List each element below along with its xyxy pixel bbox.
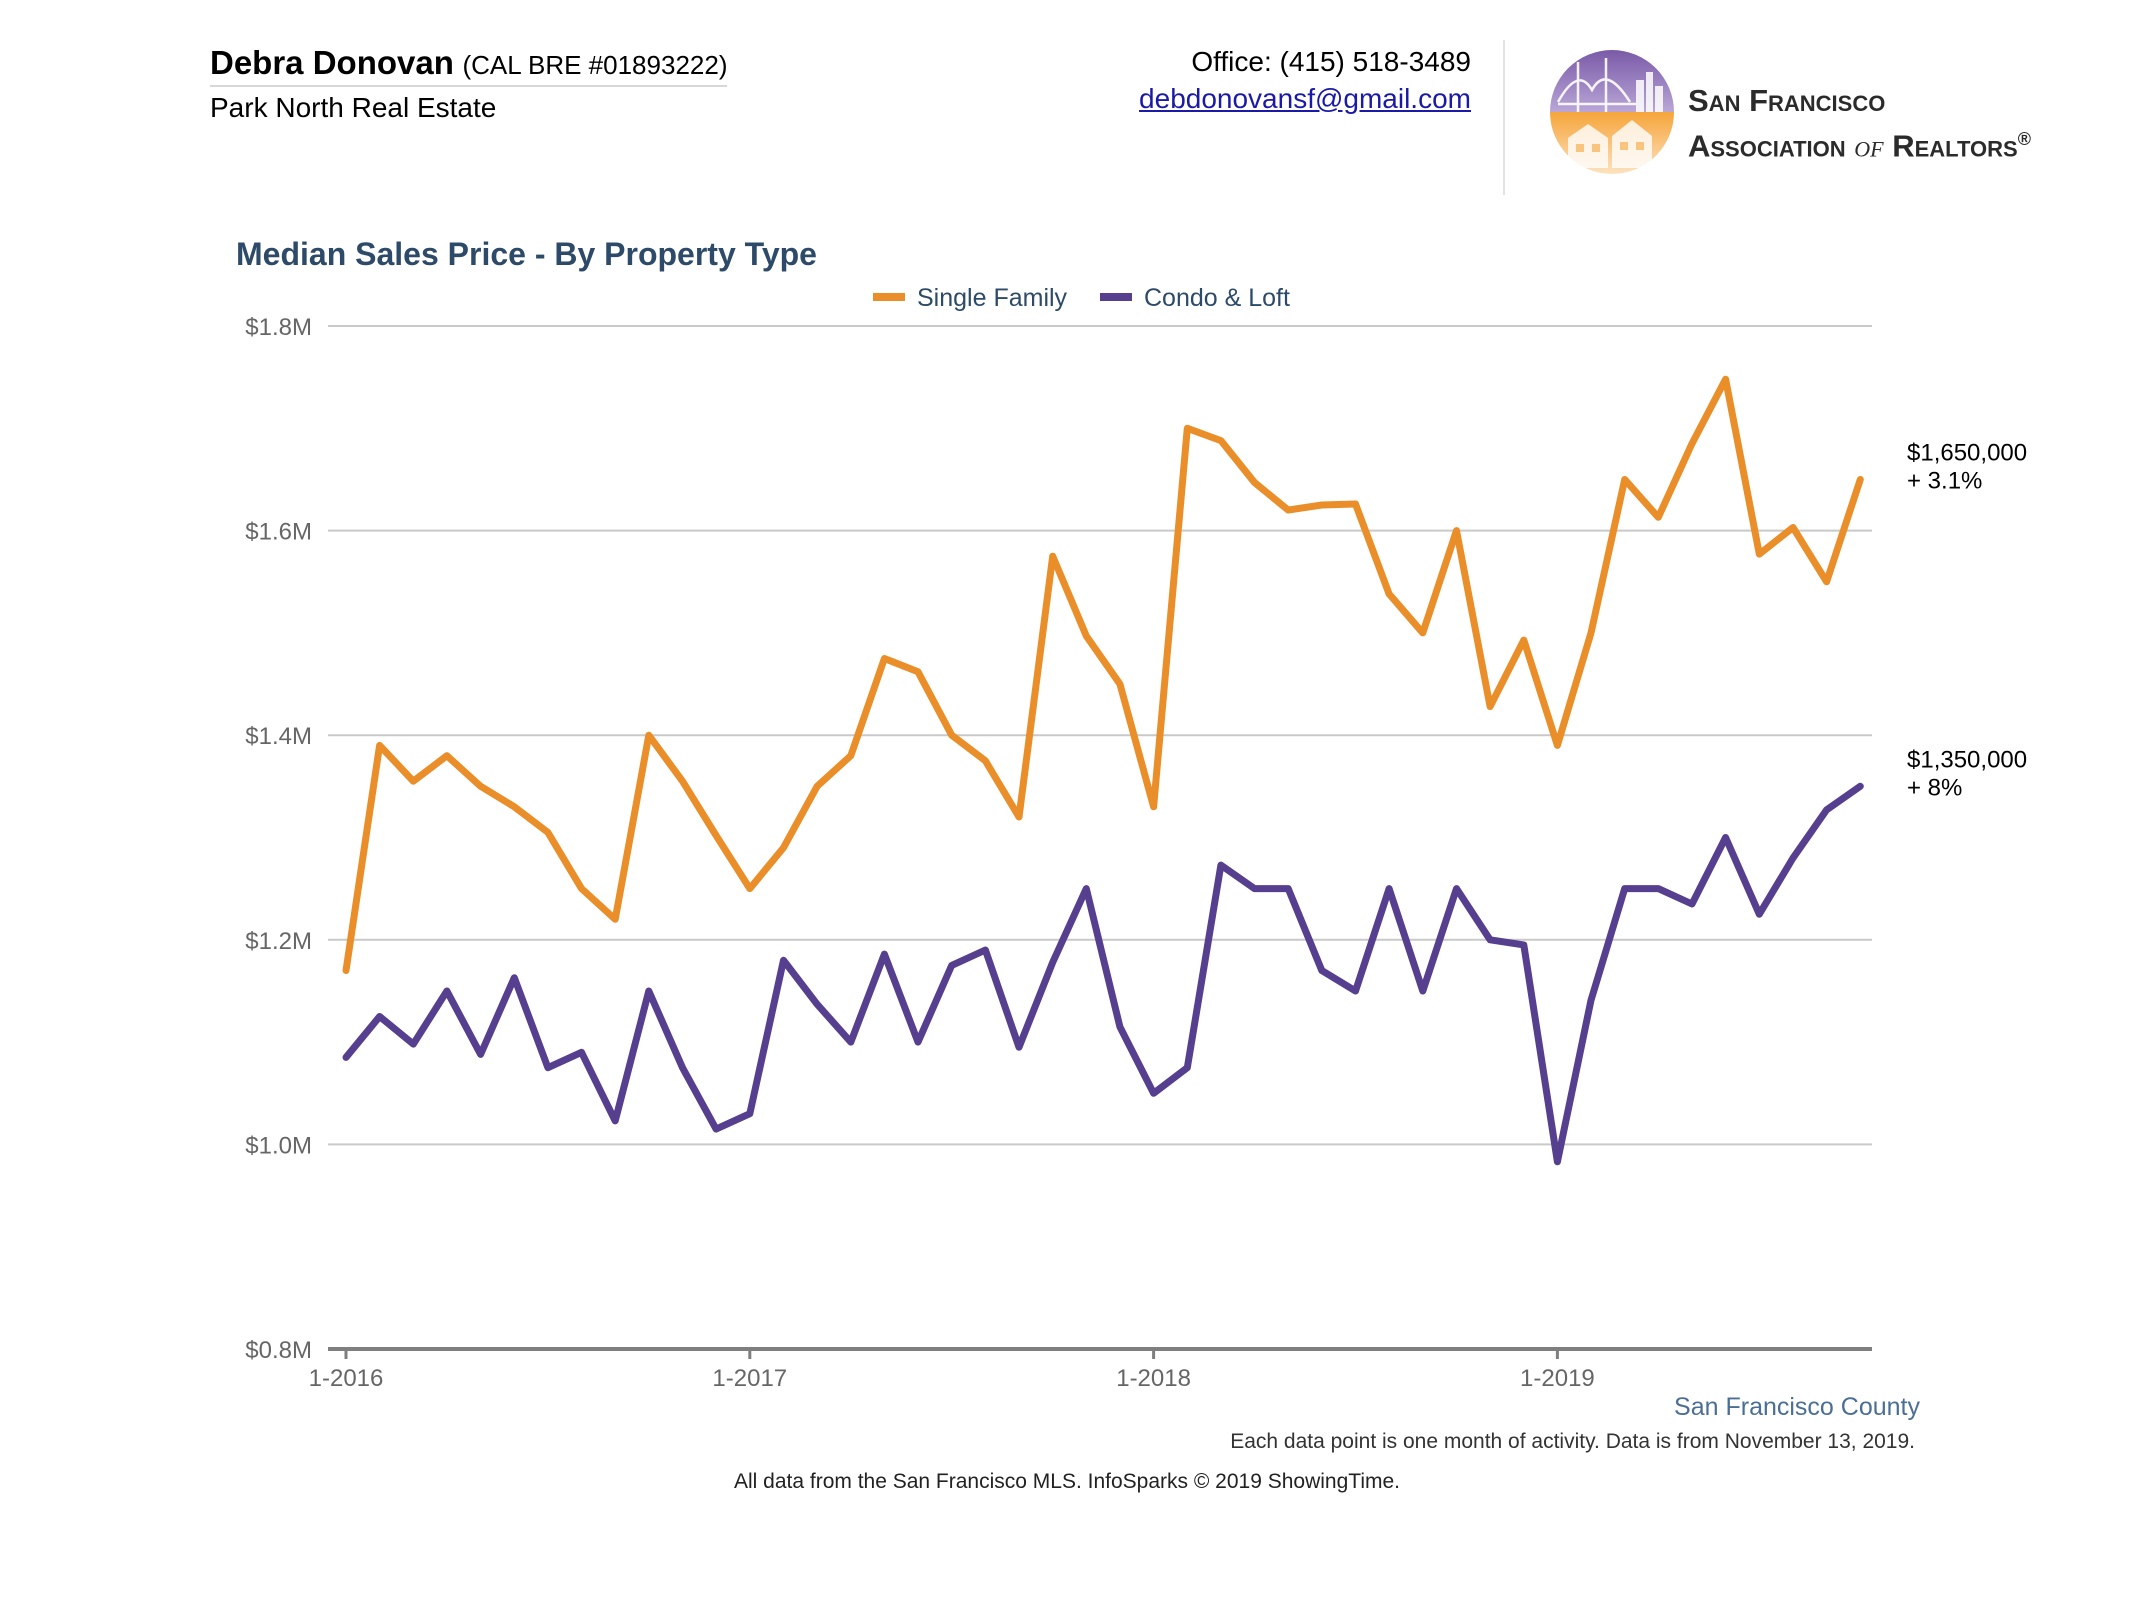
association-name-line1: San Francisco <box>1688 83 1886 118</box>
data-source-note: All data from the San Francisco MLS. Inf… <box>733 1470 1400 1493</box>
chart-footnote: Each data point is one month of activity… <box>1230 1430 1915 1453</box>
chart-title: Median Sales Price - By Property Type <box>236 236 817 272</box>
series-line-condo-loft <box>342 782 1864 1166</box>
x-tick-label: 1-2018 <box>1116 1365 1191 1392</box>
x-tick-label: 1-2019 <box>1520 1365 1595 1392</box>
y-tick-label: $1.8M <box>245 314 312 341</box>
end-value-label: $1,650,000 <box>1907 439 2027 466</box>
office-phone: Office: (415) 518-3489 <box>1191 46 1471 77</box>
y-tick-label: $1.4M <box>245 723 312 750</box>
x-tick-label: 1-2017 <box>712 1365 787 1392</box>
agent-name-row: Debra Donovan (CAL BRE #01893222) <box>210 44 728 87</box>
x-tick-label: 1-2016 <box>309 1365 384 1392</box>
association-name-of: of <box>1854 128 1884 164</box>
series-line-single-family <box>342 375 1864 974</box>
email-link[interactable]: debdonovansf@gmail.com <box>1139 83 1471 114</box>
brokerage-name: Park North Real Estate <box>210 92 497 123</box>
y-tick-label: $0.8M <box>245 1337 312 1364</box>
end-change-label: + 8% <box>1907 774 1962 801</box>
end-value-label: $1,350,000 <box>1907 746 2027 773</box>
registered-mark: ® <box>2017 129 2031 149</box>
association-name: San Francisco Association of Realtors® <box>1688 82 2031 165</box>
y-tick-label: $1.2M <box>245 928 312 955</box>
association-name-part-b: Realtors <box>1883 128 2018 164</box>
region-label: San Francisco County <box>1674 1393 1920 1421</box>
legend-condo-loft-label: Condo & Loft <box>1144 284 1290 312</box>
agent-name: Debra Donovan <box>210 44 454 81</box>
report-header: Debra Donovan (CAL BRE #01893222) Park N… <box>0 0 2134 200</box>
association-name-line2: Association of Realtors® <box>1688 120 2031 165</box>
end-change-label: + 3.1% <box>1907 467 1982 494</box>
header-divider <box>1503 40 1505 195</box>
y-tick-label: $1.6M <box>245 519 312 546</box>
association-logo-icon <box>1550 50 1674 174</box>
legend-single-family-label: Single Family <box>917 284 1068 312</box>
association-name-part-a: Association <box>1688 128 1855 164</box>
y-tick-label: $1.0M <box>245 1132 312 1159</box>
agent-license: (CAL BRE #01893222) <box>462 50 728 80</box>
